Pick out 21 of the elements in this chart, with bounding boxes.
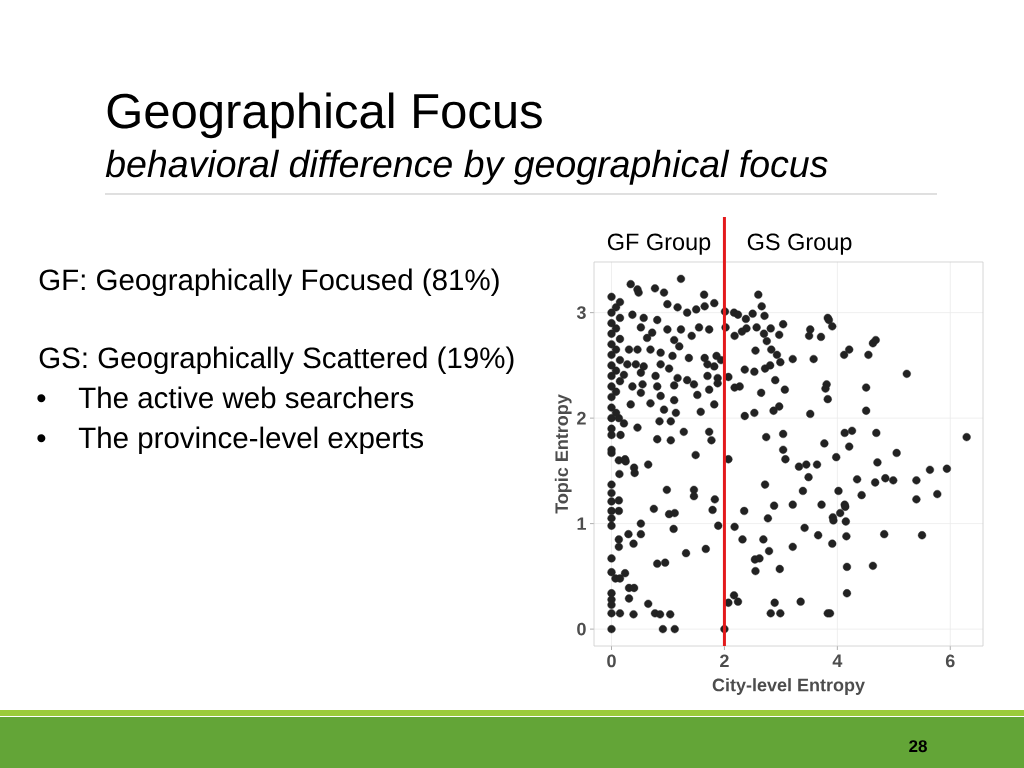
text: GS Group bbox=[747, 233, 852, 255]
text: GF: Geographically Focused (81%) bbox=[39, 268, 499, 297]
y-tick-label: 1 bbox=[577, 517, 586, 530]
y-tick-label: 3 bbox=[576, 306, 586, 320]
x-tick-label: 2 bbox=[720, 654, 729, 668]
text: GS: Geographically Scattered (19%) bbox=[39, 346, 514, 375]
chart-subtitle: behavioral difference by geographical focus bbox=[105, 149, 828, 185]
y-tick-label: 0 bbox=[577, 622, 586, 636]
x-tick-label: 0 bbox=[607, 654, 616, 668]
y-tick-label: 2 bbox=[577, 411, 586, 425]
x-tick-label: 6 bbox=[945, 654, 955, 668]
text: GF Group bbox=[607, 233, 711, 255]
x-axis-title: City-level Entropy bbox=[712, 678, 865, 695]
text: 28 bbox=[909, 740, 927, 753]
x-tick-label: 4 bbox=[832, 654, 843, 667]
text: The active web searchers bbox=[78, 386, 414, 409]
y-axis-title: Topic Entropy bbox=[554, 394, 572, 514]
text: The province-level experts bbox=[78, 426, 424, 455]
text: • bbox=[37, 434, 46, 443]
chart-title: Geographical Focus bbox=[107, 92, 542, 139]
text: • bbox=[37, 394, 46, 403]
